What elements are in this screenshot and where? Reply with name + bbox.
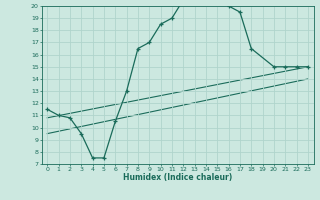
X-axis label: Humidex (Indice chaleur): Humidex (Indice chaleur) (123, 173, 232, 182)
